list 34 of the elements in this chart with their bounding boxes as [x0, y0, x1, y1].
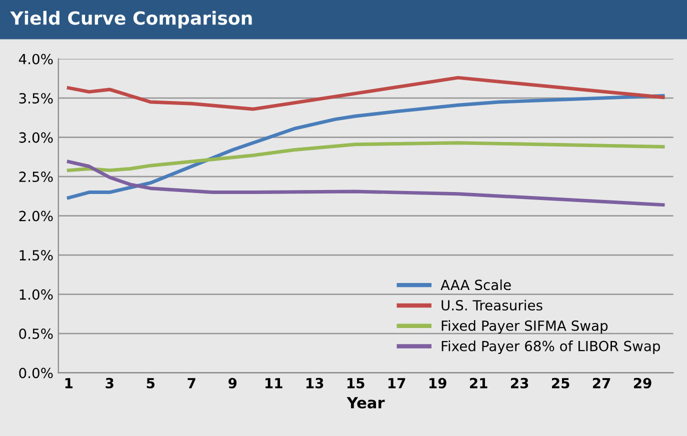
x-tick-label: 5 [146, 378, 154, 388]
y-tick-label: 4.0% [18, 54, 53, 64]
x-tick-label: 11 [266, 378, 282, 388]
legend-label: Fixed Payer SIFMA Swap [442, 320, 608, 334]
chart-title: Yield Curve Comparison [10, 10, 252, 28]
y-tick-label: 0.5% [19, 328, 53, 340]
y-tick-label: 0.0% [19, 368, 53, 378]
line-series [66, 141, 665, 172]
legend-label: U.S. Treasuries [442, 300, 542, 311]
y-tick-label: 3.5% [19, 93, 53, 104]
y-tick-label: 2.5% [19, 172, 53, 182]
x-tick-label: 15 [347, 378, 364, 388]
y-tick-label: 3.0% [19, 132, 53, 143]
x-axis-title: Year [346, 397, 385, 408]
x-tick-label: 17 [388, 378, 406, 388]
x-tick-label: 23 [510, 378, 528, 388]
y-tick-label: 1.0% [20, 289, 53, 300]
x-tick-label: 9 [228, 378, 237, 388]
x-tick-label: 1 [65, 378, 73, 388]
x-tick-label: 27 [592, 378, 610, 388]
x-tick-label: 29 [634, 378, 652, 388]
line-series [66, 94, 665, 200]
x-tick-label: 19 [429, 378, 446, 388]
x-tick-label: 13 [306, 378, 324, 388]
legend-label: AAA Scale [440, 279, 511, 290]
y-tick-label: 1.5% [20, 250, 53, 261]
x-tick-label: 21 [470, 378, 488, 388]
line-series [66, 76, 665, 111]
y-tick-label: 2.0% [19, 210, 53, 222]
x-tick-label: 7 [188, 378, 196, 388]
legend-label: Fixed Payer 68% of LIBOR Swap [442, 340, 660, 354]
x-tick-label: 3 [106, 378, 114, 388]
line-series [66, 160, 665, 207]
x-tick-label: 25 [552, 378, 570, 388]
